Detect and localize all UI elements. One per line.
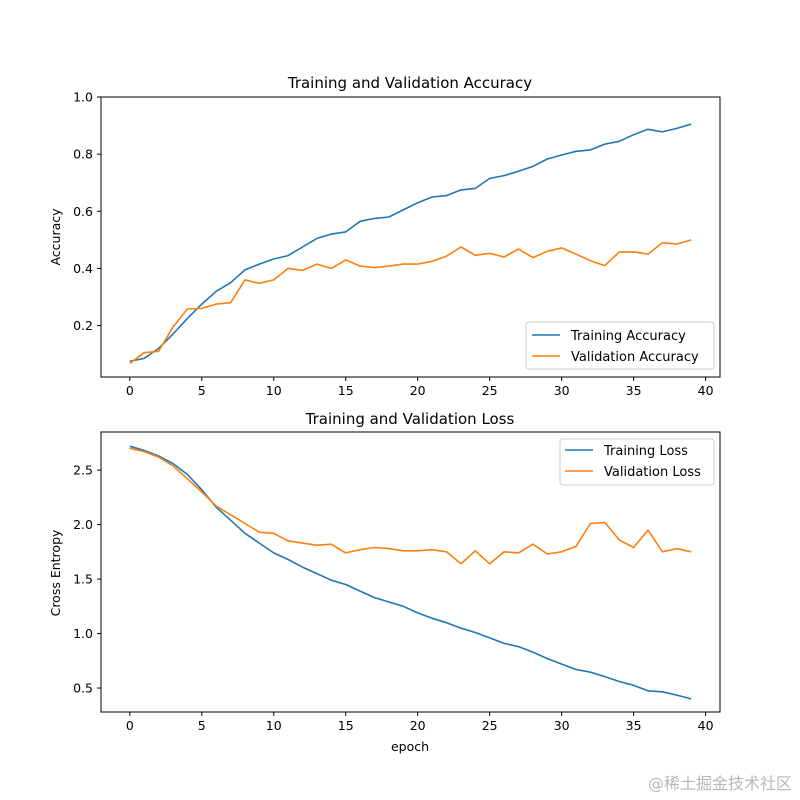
- loss-y-axis-label: Cross Entropy: [48, 529, 63, 616]
- loss-legend-box: [559, 438, 715, 486]
- loss-x-tick-label: 10: [266, 718, 282, 733]
- accuracy-x-tick-label: 30: [554, 383, 570, 398]
- loss-x-tick-label: 5: [198, 718, 206, 733]
- accuracy-x-tick-label: 25: [482, 383, 498, 398]
- accuracy-y-tick-label: 0.2: [73, 318, 93, 333]
- accuracy-y-tick-label: 0.4: [73, 261, 93, 276]
- accuracy-y-axis-label: Accuracy: [48, 208, 63, 266]
- loss-x-tick-label: 25: [482, 718, 498, 733]
- loss-y-tick-label: 1.5: [73, 572, 93, 587]
- accuracy-x-tick-label: 10: [266, 383, 282, 398]
- loss-x-tick-label: 0: [126, 718, 134, 733]
- accuracy-x-tick-label: 0: [126, 383, 134, 398]
- loss-chart: Training and Validation Loss Cross Entro…: [48, 410, 721, 754]
- legend-label-validation-accuracy: Validation Accuracy: [571, 350, 699, 365]
- accuracy-y-tick-label: 1.0: [73, 90, 93, 105]
- accuracy-chart-title: Training and Validation Accuracy: [287, 74, 532, 92]
- accuracy-x-tick-label: 40: [698, 383, 714, 398]
- loss-x-tick-label: 40: [698, 718, 714, 733]
- loss-y-tick-label: 2.0: [73, 517, 93, 532]
- legend-label-training-accuracy: Training Accuracy: [570, 329, 686, 344]
- accuracy-lines: [129, 123, 692, 364]
- series-line-training-loss: [129, 445, 692, 700]
- legend-label-validation-loss: Validation Loss: [604, 465, 701, 480]
- loss-x-tick-label: 15: [338, 718, 354, 733]
- loss-y-tick-label: 2.5: [73, 463, 93, 478]
- accuracy-y-tick-label: 0.6: [73, 204, 93, 219]
- accuracy-x-tick-label: 20: [410, 383, 426, 398]
- accuracy-x-tick-label: 35: [626, 383, 642, 398]
- loss-y-tick-label: 1.0: [73, 626, 93, 641]
- accuracy-legend-box: [525, 321, 715, 370]
- accuracy-x-tick-label: 5: [198, 383, 206, 398]
- accuracy-legend: Training Accuracy Validation Accuracy: [525, 321, 715, 370]
- loss-y-tick-label: 0.5: [73, 681, 93, 696]
- loss-x-axis-label: epoch: [391, 739, 429, 754]
- loss-x-tick-label: 35: [626, 718, 642, 733]
- series-line-training-accuracy: [129, 123, 692, 363]
- accuracy-x-tick-label: 15: [338, 383, 354, 398]
- loss-ticks: 0 5 10 15 20 25 30 35 40 0.5 1.0 1.5 2.0 2.5: [73, 463, 713, 733]
- loss-legend: Training Loss Validation Loss: [559, 438, 715, 486]
- loss-chart-title: Training and Validation Loss: [305, 410, 515, 428]
- loss-lines: [129, 445, 692, 700]
- legend-label-training-loss: Training Loss: [603, 444, 688, 459]
- loss-x-tick-label: 20: [410, 718, 426, 733]
- accuracy-plot-frame: [100, 96, 721, 378]
- watermark: @稀土掘金技术社区: [647, 774, 792, 793]
- loss-plot-frame: [100, 431, 721, 713]
- accuracy-chart: Training and Validation Accuracy Accurac…: [48, 74, 721, 399]
- loss-x-tick-label: 30: [554, 718, 570, 733]
- series-line-validation-accuracy: [129, 239, 692, 364]
- accuracy-y-tick-label: 0.8: [73, 147, 93, 162]
- accuracy-ticks: 0 5 10 15 20 25 30 35 40 0.2 0.4 0.6 0.8 1.0: [73, 90, 713, 399]
- series-line-validation-loss: [129, 447, 692, 565]
